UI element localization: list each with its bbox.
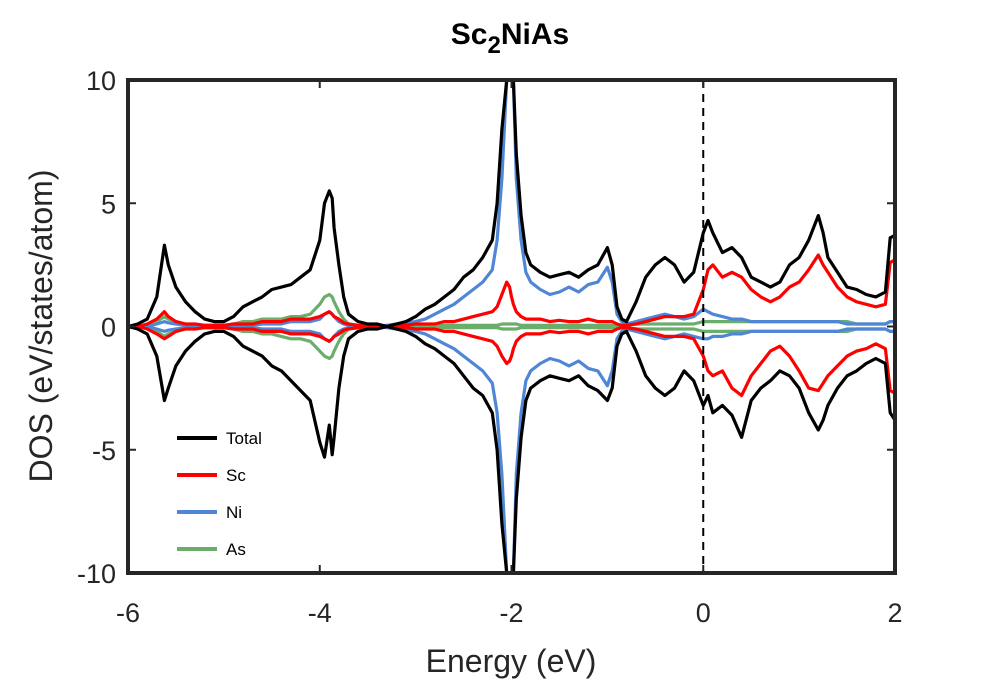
- chart-title-main: Sc: [451, 18, 488, 51]
- legend-label-ni: Ni: [226, 503, 242, 522]
- legend-label-total: Total: [226, 429, 262, 448]
- y-tick-label: 0: [101, 313, 116, 343]
- legend-label-as: As: [226, 540, 246, 559]
- y-axis-label: DOS (eV/states/atom): [23, 170, 59, 483]
- x-tick-label: -4: [308, 598, 332, 628]
- x-tick-label: 0: [696, 598, 711, 628]
- ni-down-line: [128, 324, 895, 573]
- x-tick-label: 2: [887, 598, 902, 628]
- y-tick-label: -10: [77, 559, 116, 589]
- chart-title: Sc2NiAs: [451, 18, 569, 59]
- chart-title-rest: NiAs: [501, 18, 569, 51]
- y-tick-label: 5: [101, 189, 116, 219]
- x-axis-label: Energy (eV): [426, 643, 597, 679]
- total-up-line: [128, 80, 895, 329]
- series-layer: [128, 80, 895, 573]
- chart-title-subscript: 2: [487, 32, 500, 59]
- legend: Total Sc Ni As: [177, 429, 262, 559]
- ticks-layer: -6 -4 -2 0 2 -10 -5 0 5 10: [77, 66, 903, 628]
- y-tick-label: -5: [92, 436, 116, 466]
- total-down-line: [128, 324, 895, 573]
- x-tick-label: -6: [116, 598, 140, 628]
- legend-label-sc: Sc: [226, 466, 246, 485]
- y-tick-label: 10: [86, 66, 116, 96]
- x-tick-label: -2: [499, 598, 523, 628]
- sc-up-line: [128, 253, 895, 329]
- sc-down-line: [128, 324, 895, 398]
- ni-up-line: [128, 80, 895, 329]
